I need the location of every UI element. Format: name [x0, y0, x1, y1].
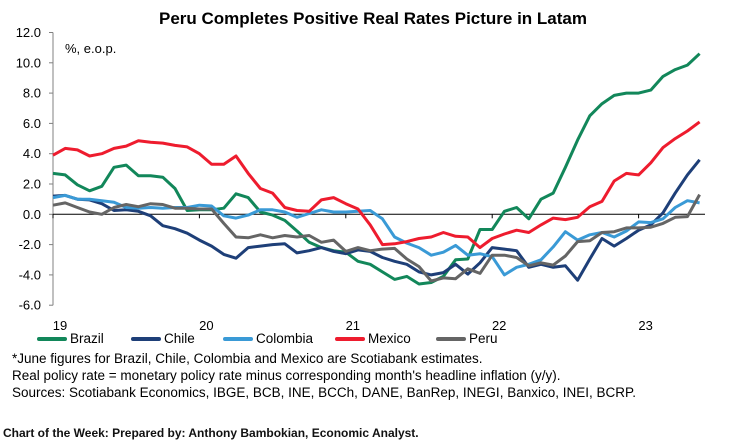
legend-label: Colombia	[256, 331, 314, 346]
note-estimates: *June figures for Brazil, Chile, Colombi…	[12, 351, 483, 366]
legend-swatch	[335, 336, 365, 341]
axes: 12.0 10.0 8.0 6.0 4.0 2.0 0.0 -2.0 -4.0 -6.0 19 20 2…	[16, 25, 705, 330]
series-line-mexico	[52, 120, 701, 250]
legend: Brazil Chile Colombia Mexico Peru	[0, 331, 746, 349]
legend-label: Brazil	[70, 331, 104, 346]
legend-label: Mexico	[368, 331, 411, 346]
legend-swatch	[436, 336, 466, 341]
y-tick-label: 4.0	[23, 146, 41, 161]
y-tick-label: 10.0	[16, 55, 41, 70]
series-line-chile	[52, 158, 701, 282]
legend-swatch	[223, 336, 253, 341]
y-tick-label: -2.0	[19, 237, 41, 252]
y-tick-label: -4.0	[19, 267, 41, 282]
x-tick-label: 20	[199, 318, 213, 330]
legend-label: Peru	[469, 331, 498, 346]
x-tick-label: 19	[53, 318, 67, 330]
chart-notes: *June figures for Brazil, Chile, Colombi…	[12, 350, 636, 401]
legend-label: Chile	[164, 331, 195, 346]
y-axis-unit-label: %, e.o.p.	[65, 41, 116, 56]
note-sources: Sources: Scotiabank Economics, IBGE, BCB…	[12, 385, 636, 400]
legend-swatch	[131, 336, 161, 341]
y-tick-label: 2.0	[23, 177, 41, 192]
legend-item-mexico: Mexico	[335, 331, 411, 346]
y-tick-label: 8.0	[23, 86, 41, 101]
series-line-colombia	[52, 193, 700, 277]
series-line-peru	[52, 193, 701, 283]
legend-item-brazil: Brazil	[37, 331, 104, 346]
y-tick-label: 12.0	[16, 25, 41, 40]
footer-credit: Chart of the Week: Prepared by: Anthony …	[3, 426, 419, 440]
legend-item-colombia: Colombia	[223, 331, 313, 346]
legend-swatch	[37, 336, 67, 341]
y-tick-label: 6.0	[23, 116, 41, 131]
note-definition: Real policy rate = monetary policy rate …	[12, 368, 561, 383]
y-tick-label: 0.0	[23, 207, 41, 222]
series-lines	[52, 52, 701, 286]
x-tick-label: 22	[492, 318, 506, 330]
y-tick-label: -6.0	[19, 298, 41, 313]
line-chart: Peru Completes Positive Real Rates Pictu…	[16, 9, 705, 330]
x-tick-label: 23	[638, 318, 652, 330]
legend-item-peru: Peru	[436, 331, 498, 346]
chart-title: Peru Completes Positive Real Rates Pictu…	[159, 9, 587, 28]
legend-item-chile: Chile	[131, 331, 195, 346]
x-tick-label: 21	[346, 318, 360, 330]
series-line-brazil	[52, 52, 701, 286]
